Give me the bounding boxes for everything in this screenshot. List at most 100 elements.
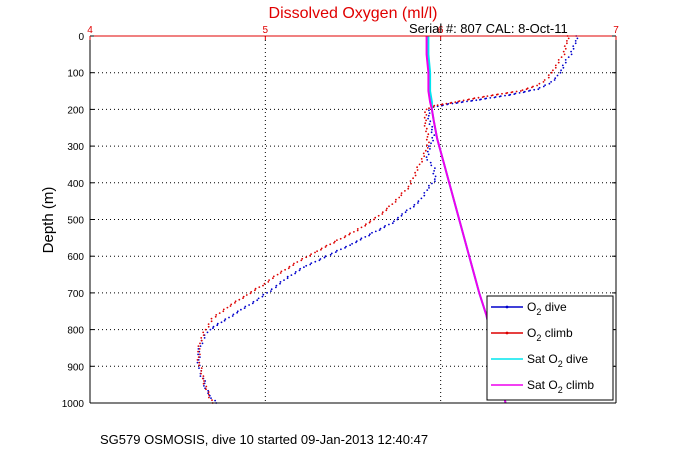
data-point-o2_climb [554,66,557,69]
data-point-o2_dive [212,325,215,328]
data-point-o2_climb [242,297,244,299]
data-point-o2_climb [287,267,290,270]
series-o2_dive [196,35,579,404]
data-point-o2_dive [359,238,362,241]
data-point-o2_dive [428,109,430,112]
data-point-o2_dive [433,134,436,137]
data-point-o2_climb [418,163,421,166]
data-point-o2_climb [211,399,213,402]
data-point-o2_dive [220,321,223,324]
legend-item-sat_o2_climb: Sat O2 climb [491,378,594,395]
data-point-o2_climb [336,239,338,242]
data-point-o2_climb [230,303,233,306]
data-point-o2_climb [433,104,436,107]
data-point-o2_climb [398,196,401,199]
data-point-o2_dive [294,272,296,275]
data-point-o2_climb [250,291,253,293]
data-point-o2_climb [404,190,406,192]
data-point-o2_climb [348,233,351,236]
data-point-o2_climb [198,364,200,367]
chart-subtitle: Serial #: 807 CAL: 8-Oct-11 [409,21,568,36]
data-point-o2_climb [368,221,371,224]
y-tick-label: 1000 [62,399,85,410]
data-point-o2_climb [293,262,295,265]
data-point-o2_dive [470,100,472,102]
data-point-o2_climb [462,99,465,102]
y-axis-label: Depth (m) [40,187,57,254]
data-point-o2_dive [423,192,426,194]
data-point-o2_climb [349,232,351,235]
data-point-o2_dive [397,216,399,219]
data-point-o2_climb [197,350,200,353]
data-point-o2_dive [574,42,577,45]
data-point-o2_climb [198,361,201,364]
data-point-o2_climb [542,81,545,83]
data-point-o2_dive [275,286,277,289]
data-point-o2_dive [430,142,432,145]
data-point-o2_climb [426,147,429,149]
data-point-o2_dive [522,91,525,94]
data-point-o2_dive [562,66,565,69]
data-point-o2_dive [404,211,407,214]
data-point-o2_dive [559,71,562,74]
data-point-o2_climb [449,102,452,104]
data-point-o2_dive [252,300,255,303]
data-point-o2_climb [364,224,367,227]
data-point-o2_climb [200,370,203,372]
data-point-o2_dive [493,96,496,99]
data-point-o2_dive [426,150,429,153]
data-point-o2_dive [434,175,437,178]
series-o2_climb [196,35,570,404]
data-point-o2_climb [457,100,460,103]
data-point-o2_climb [424,122,427,125]
data-point-o2_climb [196,359,199,361]
x-tick-label: 7 [613,25,619,36]
data-point-o2_dive [349,244,351,247]
data-point-o2_climb [202,382,205,385]
data-point-o2_dive [364,236,367,238]
data-point-o2_climb [207,323,210,325]
y-tick-label: 800 [67,326,84,337]
data-point-o2_dive [428,187,430,189]
legend-label: O2 climb [527,326,573,343]
legend-label: Sat O2 climb [527,378,594,395]
data-point-o2_dive [433,170,435,172]
data-point-o2_dive [574,40,577,42]
data-point-o2_climb [428,141,430,144]
data-point-o2_climb [466,99,469,101]
data-point-o2_climb [481,96,484,98]
data-point-o2_climb [562,50,565,53]
data-point-o2_climb [226,306,229,309]
data-point-o2_dive [409,207,412,210]
data-point-o2_climb [197,356,200,358]
data-point-o2_dive [309,263,312,266]
data-point-o2_dive [286,277,289,280]
data-point-o2_climb [314,251,316,254]
data-point-o2_climb [202,375,205,377]
data-point-o2_dive [223,319,226,322]
y-tick-label: 400 [67,179,84,190]
data-point-o2_climb [424,149,427,152]
data-point-o2_dive [570,50,572,53]
data-point-o2_climb [501,92,503,95]
data-point-o2_dive [420,197,423,200]
data-point-o2_dive [431,125,434,128]
data-point-o2_climb [254,289,256,292]
data-point-o2_climb [560,56,563,58]
data-point-o2_dive [266,292,268,294]
data-point-o2_dive [537,88,540,91]
data-point-o2_dive [428,123,431,125]
data-point-o2_climb [197,345,200,347]
data-point-o2_climb [208,396,210,399]
data-point-o2_climb [486,95,489,97]
data-point-o2_dive [528,90,530,92]
legend-item-o2_climb: O2 climb [491,326,573,343]
data-point-o2_dive [279,281,282,283]
data-point-o2_climb [218,312,221,314]
data-point-o2_dive [413,203,416,206]
data-point-o2_climb [414,174,417,177]
data-point-o2_climb [381,213,384,215]
ticks: 0 100 200 300 400 500 600 700 800 900 1000 4 5 6 7 [62,25,619,410]
data-point-o2_climb [202,331,205,334]
data-point-o2_dive [243,307,246,309]
